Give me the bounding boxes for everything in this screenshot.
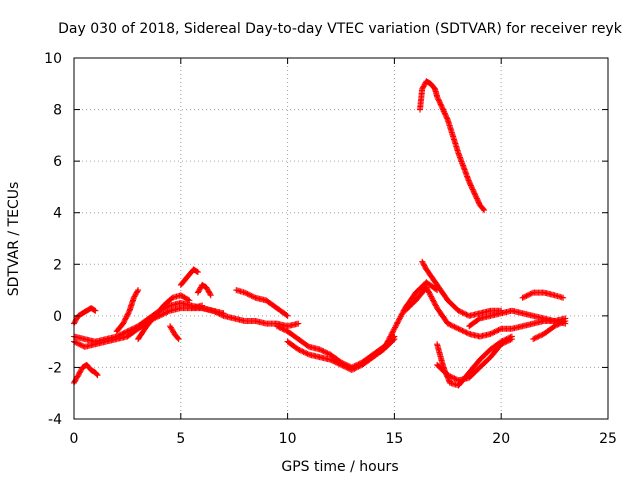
- series-track-16: [419, 258, 505, 319]
- x-tick-label: 15: [385, 431, 403, 447]
- series-track-14: [380, 279, 441, 353]
- data-point-markers: [380, 279, 441, 353]
- axis-ticks: 0 5 10 15 20 25 -4 -2 0 2 4 6 8 10: [44, 51, 617, 447]
- data-point-markers: [188, 305, 302, 330]
- data-point-markers: [135, 292, 193, 343]
- y-tick-label: 2: [53, 257, 62, 273]
- data-point-markers: [519, 289, 567, 301]
- series-track-8: [177, 266, 201, 288]
- series-track-20: [466, 307, 569, 330]
- data-point-markers: [530, 318, 569, 343]
- data-point-markers: [466, 307, 569, 330]
- series-track-22: [530, 318, 569, 343]
- series-track-21: [519, 289, 567, 301]
- data-point-markers: [233, 287, 291, 319]
- x-tick-label: 20: [492, 431, 510, 447]
- x-axis-label: GPS time / hours: [281, 459, 398, 475]
- x-tick-label: 0: [70, 431, 79, 447]
- data-point-markers: [113, 287, 142, 335]
- grid-lines: [74, 58, 608, 419]
- series-track-7: [167, 323, 182, 343]
- data-points: [71, 78, 569, 389]
- y-tick-label: -4: [48, 412, 62, 428]
- series-track-10: [188, 305, 302, 330]
- y-tick-label: 4: [53, 206, 62, 222]
- x-tick-label: 5: [176, 431, 185, 447]
- data-point-markers: [434, 336, 515, 384]
- series-track-15: [417, 78, 488, 214]
- y-tick-label: 8: [53, 103, 62, 119]
- data-point-markers: [419, 258, 505, 319]
- series-track-9: [194, 281, 214, 299]
- data-point-markers: [177, 266, 201, 288]
- x-tick-label: 25: [599, 431, 617, 447]
- x-tick-label: 10: [279, 431, 297, 447]
- data-point-markers: [417, 78, 488, 214]
- y-tick-label: 10: [44, 51, 62, 67]
- y-tick-label: 6: [53, 154, 62, 170]
- plot-frame: [73, 57, 609, 420]
- y-tick-label: 0: [53, 309, 62, 325]
- y-axis-label: SDTVAR / TECUs: [6, 182, 22, 297]
- series-track-6: [135, 292, 193, 343]
- data-point-markers: [71, 361, 101, 386]
- data-point-markers: [167, 323, 182, 343]
- y-tick-label: -2: [48, 360, 62, 376]
- data-point-markers: [194, 281, 214, 299]
- series-track-11: [233, 287, 291, 319]
- chart-title: Day 030 of 2018, Sidereal Day-to-day VTE…: [58, 21, 623, 37]
- series-track-5: [113, 287, 142, 335]
- series-track-1: [71, 361, 101, 386]
- series-track-19: [434, 336, 515, 384]
